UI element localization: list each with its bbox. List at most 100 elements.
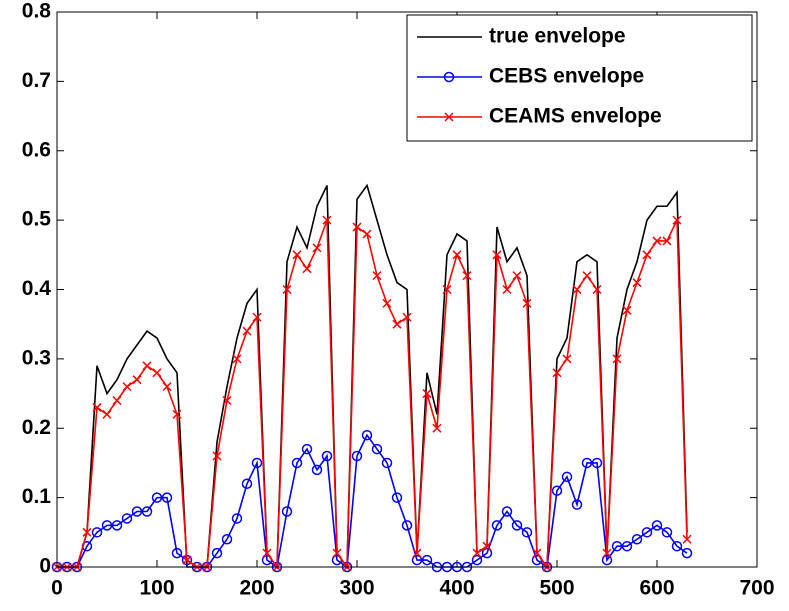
marker — [402, 312, 412, 322]
y-tick-label: 0.5 — [22, 208, 52, 231]
marker — [601, 554, 613, 566]
marker — [642, 250, 652, 260]
marker — [671, 540, 683, 552]
marker — [571, 499, 583, 510]
y-tick-label: 0.8 — [22, 0, 52, 23]
y-tick-label: 0 — [39, 555, 51, 578]
y-tick-label: 0.4 — [22, 277, 52, 300]
marker — [612, 354, 622, 364]
marker — [172, 409, 182, 419]
marker — [592, 284, 602, 295]
marker — [122, 382, 132, 392]
marker — [371, 443, 383, 455]
y-tick-label: 0.2 — [22, 416, 51, 439]
y-tick-label: 0.1 — [22, 485, 52, 508]
marker — [102, 409, 112, 419]
marker — [301, 443, 313, 455]
marker — [171, 547, 183, 559]
marker — [662, 236, 672, 246]
marker — [151, 492, 163, 503]
marker — [602, 548, 612, 558]
x-tick-label: 300 — [339, 577, 374, 600]
marker — [132, 375, 142, 385]
marker — [291, 457, 303, 469]
legend-label: true envelope — [489, 25, 626, 48]
marker — [131, 506, 143, 517]
marker — [572, 284, 582, 295]
marker — [532, 548, 542, 558]
axes-box — [56, 11, 758, 568]
x-tick-label: 200 — [239, 577, 274, 600]
marker — [444, 112, 454, 122]
marker — [322, 215, 332, 225]
y-tick-label: 0.3 — [22, 346, 51, 369]
marker — [152, 368, 162, 378]
marker — [392, 319, 402, 329]
marker — [521, 527, 533, 538]
marker — [382, 298, 392, 308]
marker — [641, 527, 653, 538]
marker — [401, 520, 413, 531]
series-line — [57, 219, 688, 570]
marker — [621, 540, 633, 552]
x-tick-label: 400 — [439, 577, 474, 600]
marker — [381, 457, 393, 469]
marker — [562, 354, 572, 364]
marker — [443, 71, 455, 83]
y-tick-label: 0.6 — [22, 138, 51, 161]
marker — [121, 513, 133, 524]
y-tick-label: 0.7 — [22, 69, 51, 92]
marker — [212, 451, 222, 461]
marker — [231, 513, 243, 524]
marker — [241, 478, 253, 489]
legend-label: CEBS envelope — [489, 65, 644, 88]
marker — [672, 215, 682, 225]
marker — [512, 271, 522, 281]
marker — [82, 527, 92, 537]
marker — [611, 540, 623, 552]
marker — [622, 305, 632, 315]
marker — [432, 423, 442, 433]
marker — [282, 284, 292, 295]
marker — [312, 243, 322, 253]
x-tick-label: 600 — [639, 577, 674, 600]
marker — [452, 250, 462, 260]
marker — [361, 429, 373, 441]
marker — [482, 541, 492, 551]
marker — [141, 506, 153, 517]
x-tick-label: 100 — [139, 577, 174, 600]
marker — [631, 534, 643, 545]
marker — [252, 312, 262, 322]
marker — [321, 450, 333, 462]
marker — [221, 534, 233, 545]
marker — [681, 547, 693, 559]
x-tick-label: 700 — [739, 577, 774, 600]
legend-box — [406, 14, 753, 142]
marker — [501, 506, 513, 517]
marker — [581, 457, 593, 469]
marker — [422, 389, 432, 399]
marker — [471, 554, 483, 566]
marker — [372, 271, 382, 281]
marker — [182, 555, 192, 565]
marker — [421, 554, 433, 566]
marker — [492, 250, 502, 260]
marker — [682, 534, 692, 544]
marker — [351, 450, 363, 462]
marker — [412, 548, 422, 558]
marker — [332, 548, 342, 558]
marker — [101, 520, 113, 531]
marker — [481, 547, 493, 559]
marker — [661, 527, 673, 538]
marker — [352, 222, 362, 232]
marker — [262, 548, 272, 558]
marker — [112, 395, 122, 406]
marker — [162, 382, 172, 392]
marker — [462, 271, 472, 281]
marker — [472, 548, 482, 558]
marker — [582, 271, 592, 281]
marker — [491, 520, 503, 531]
marker — [142, 361, 152, 371]
marker — [652, 236, 662, 246]
marker — [561, 471, 573, 483]
